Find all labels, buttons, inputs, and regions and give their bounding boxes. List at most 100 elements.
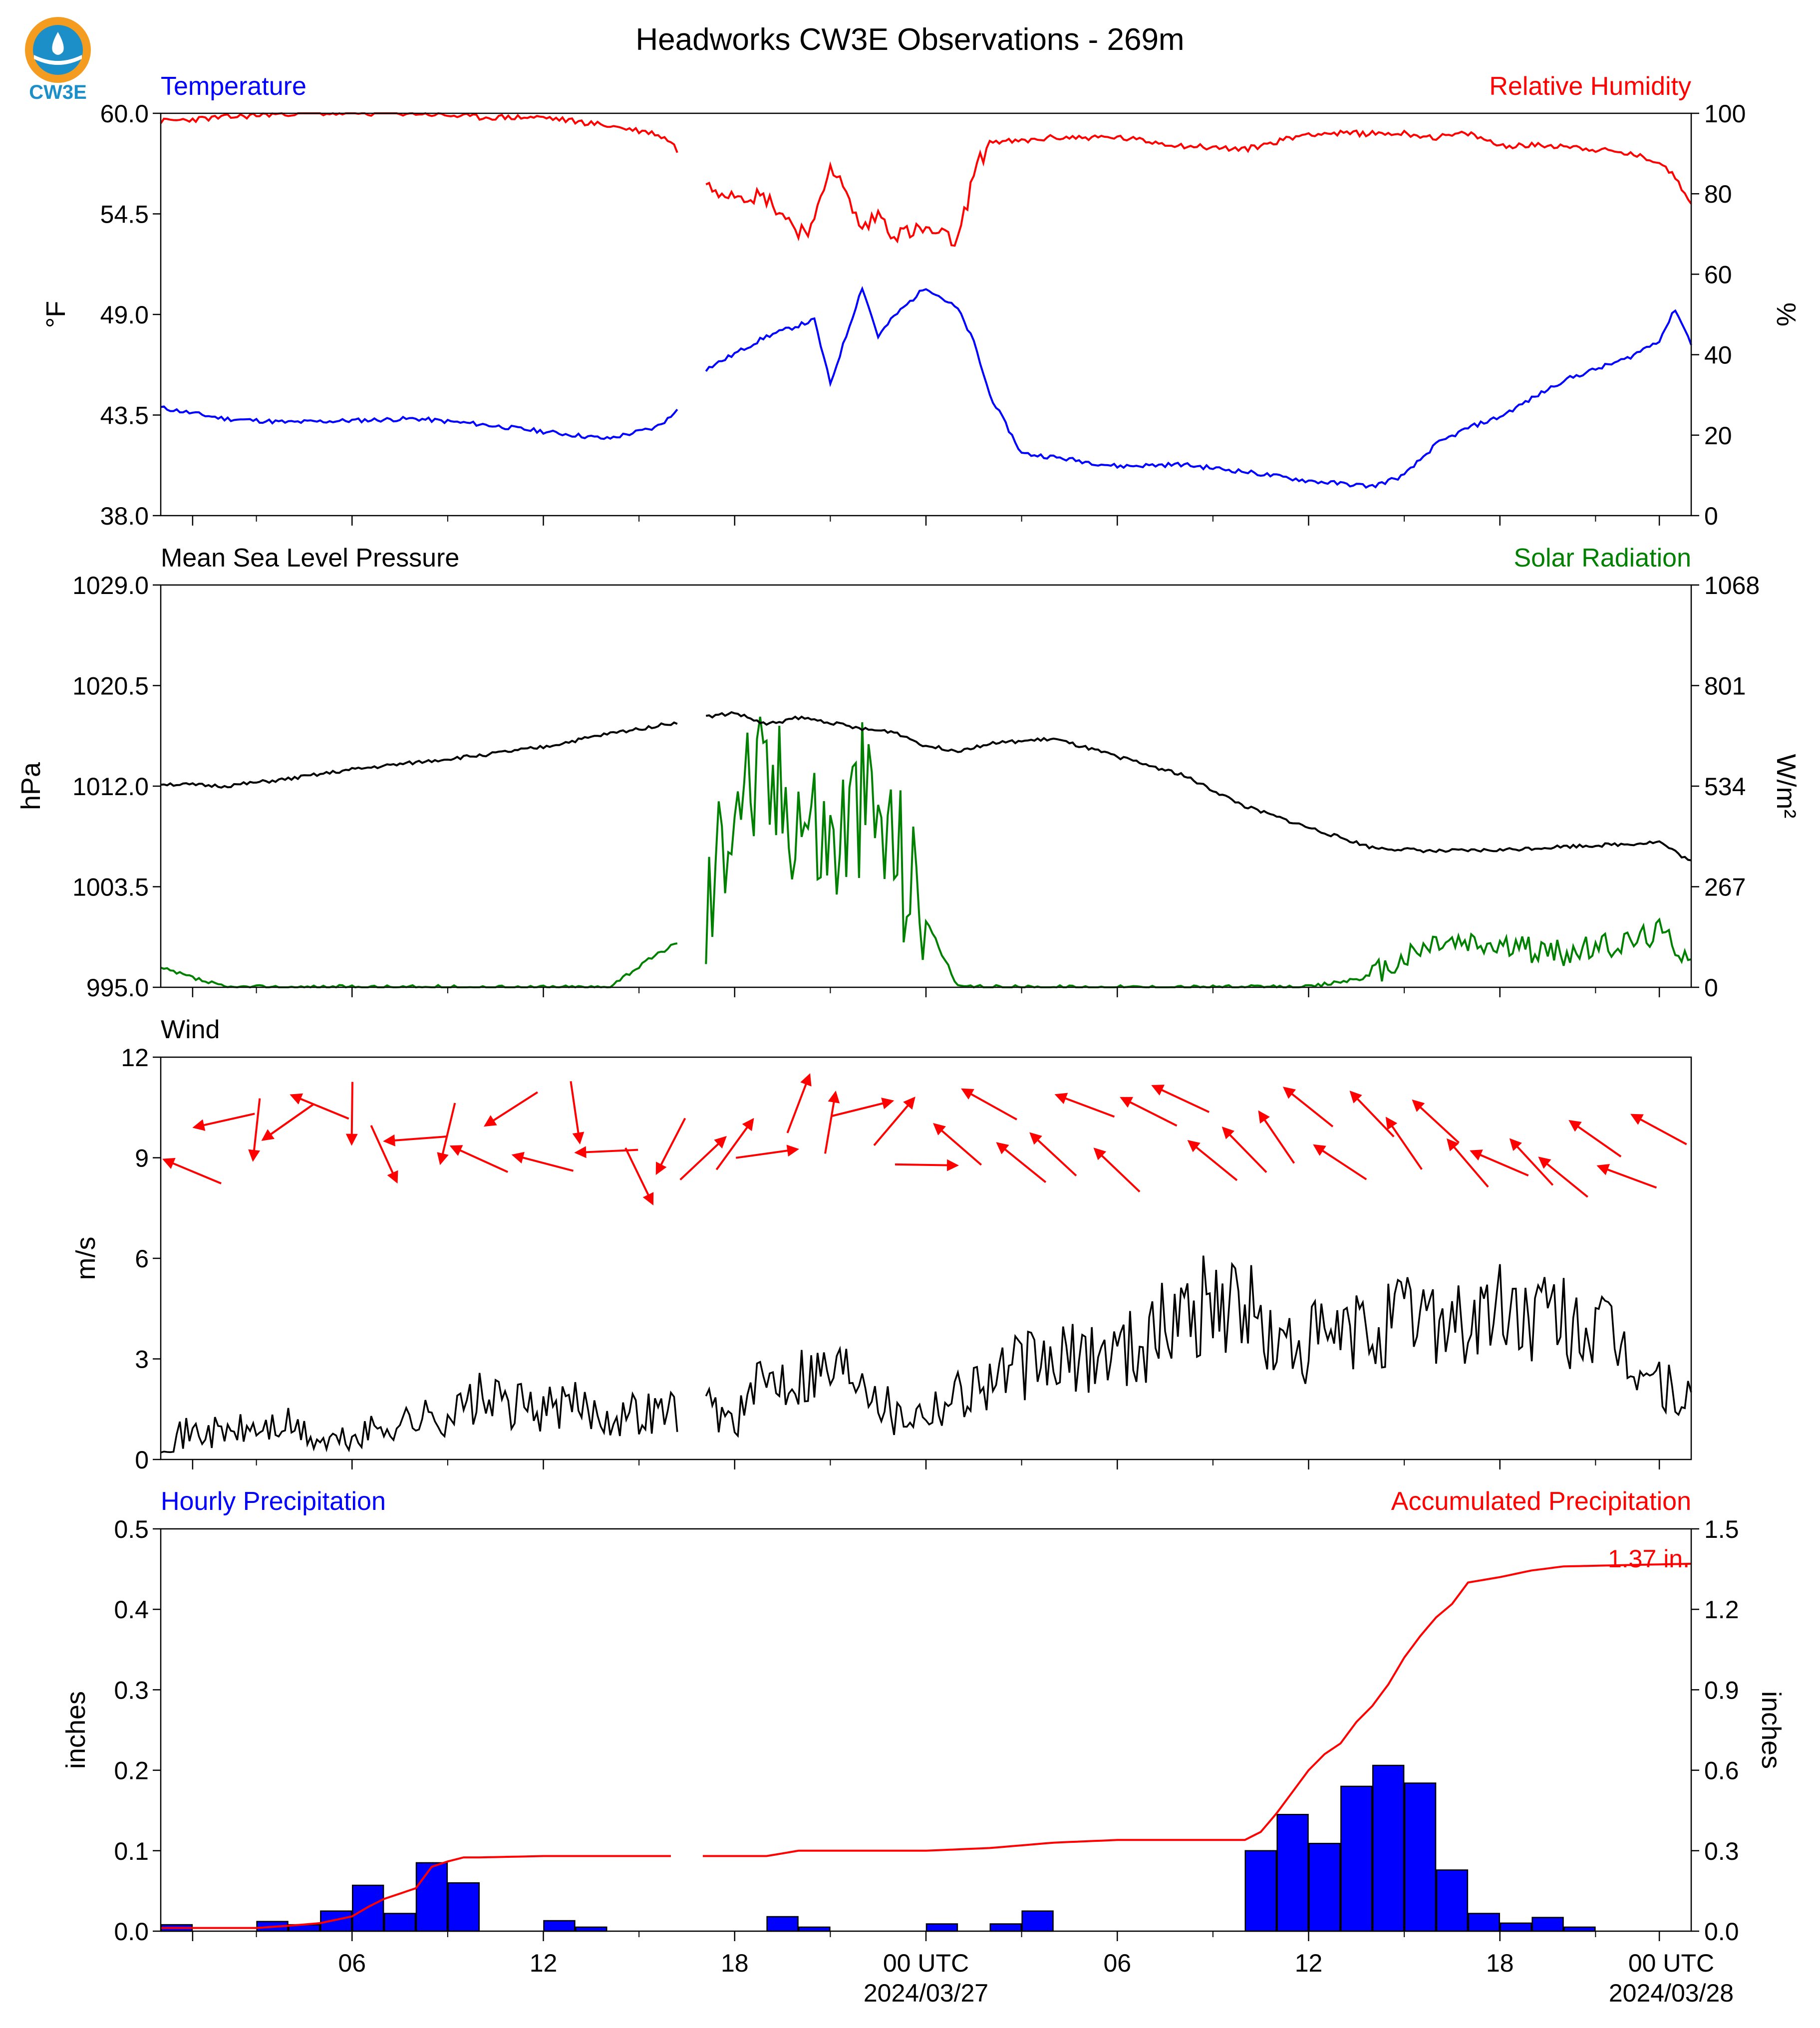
logo-text: CW3E (29, 81, 87, 103)
wind-arrow (1470, 1150, 1529, 1176)
precip-bar (543, 1920, 576, 1932)
y2-tick-label: 0.0 (1704, 1918, 1739, 1946)
wind-barbs (162, 1073, 1687, 1205)
wind-arrow (290, 1093, 349, 1120)
y-tick-label: 38.0 (100, 502, 149, 530)
precip-bar (1436, 1869, 1469, 1932)
y-tick-label: 1020.5 (72, 672, 149, 700)
y-tick-label: 0.2 (114, 1757, 149, 1785)
panel-precipitation: Hourly Precipitation Accumulated Precipi… (61, 1487, 1786, 2007)
panel4-series (161, 1562, 1692, 1929)
y-tick-label: 49.0 (100, 301, 149, 329)
panel4-ylabel: inches (61, 1691, 91, 1769)
precip-bar (1021, 1910, 1054, 1932)
panel1-series (160, 112, 1692, 489)
y2-tick-label: 60 (1704, 261, 1732, 289)
wind-arrow (996, 1142, 1047, 1183)
wind-arrow (1221, 1126, 1267, 1173)
wind-arrow (1029, 1132, 1077, 1176)
y-tick-label: 995.0 (86, 974, 149, 1002)
cw3e-logo: CW3E (25, 17, 91, 103)
wind-arrow (624, 1147, 654, 1205)
wind-arrow (570, 1081, 585, 1145)
wind-arrow (1630, 1114, 1687, 1146)
panel-pressure-solar: Mean Sea Level Pressure Solar Radiation … (16, 544, 1801, 1002)
panel2-xticks (192, 987, 1660, 997)
wind-arrow (1596, 1164, 1657, 1189)
y2-tick-label: 0.9 (1704, 1676, 1739, 1704)
wind-arrow (786, 1073, 812, 1134)
wind-speed-line (160, 1255, 1692, 1453)
wind-arrow (895, 1159, 959, 1171)
precip-bar (1531, 1917, 1564, 1932)
precip-bar (989, 1923, 1022, 1932)
precip-bar (1372, 1764, 1405, 1932)
x-tick-label: 18 (721, 1949, 749, 1977)
wind-arrow (1568, 1120, 1622, 1158)
wind-arrow (1187, 1140, 1238, 1181)
panel2-y2label: W/m² (1771, 754, 1801, 819)
precip-bar (1468, 1913, 1500, 1932)
y-tick-label: 54.5 (100, 201, 149, 229)
panel2-ylabel: hPa (16, 762, 46, 810)
y2-tick-label: 40 (1704, 341, 1732, 369)
precip-bar (447, 1882, 480, 1932)
wind-arrow (1509, 1138, 1554, 1186)
precip-bar (1500, 1922, 1532, 1932)
y2-tick-label: 80 (1704, 180, 1732, 208)
wind-arrow (484, 1091, 538, 1127)
y-tick-label: 43.5 (100, 402, 149, 430)
humidity-label: Relative Humidity (1489, 72, 1691, 101)
y-tick-label: 3 (135, 1346, 149, 1374)
wind-arrow (449, 1145, 509, 1173)
y2-tick-label: 1068 (1704, 572, 1760, 599)
wind-arrow (370, 1125, 398, 1184)
x-date-label: 2024/03/27 (864, 1979, 988, 2007)
wind-label: Wind (161, 1015, 220, 1044)
wind-arrow (1054, 1093, 1115, 1118)
chart-title: Headworks CW3E Observations - 269m (635, 22, 1184, 57)
y-tick-label: 0.4 (114, 1596, 149, 1624)
y2-tick-label: 0 (1704, 974, 1718, 1002)
pressure-label: Mean Sea Level Pressure (161, 544, 459, 573)
precip-bar (383, 1913, 416, 1932)
wind-arrow (1538, 1157, 1588, 1198)
y2-tick-label: 0 (1704, 502, 1718, 530)
precip-bar (1276, 1814, 1309, 1932)
wind-arrow (1120, 1097, 1178, 1127)
precip-bar (925, 1923, 958, 1932)
precip-bar (1244, 1850, 1277, 1932)
x-date-label: 2024/03/28 (1609, 1979, 1734, 2007)
wind-arrow (345, 1082, 358, 1146)
y2-tick-label: 100 (1704, 100, 1746, 128)
wind-arrow (1313, 1144, 1367, 1180)
wind-arrow (655, 1118, 686, 1175)
precip-bar (766, 1916, 799, 1932)
humidity-line (160, 112, 1692, 247)
pressure-line (160, 711, 1692, 862)
x-tick-label: 12 (1295, 1949, 1323, 1977)
temperature-label: Temperature (161, 72, 306, 101)
total-precip-label: 1.37 in. (1608, 1545, 1690, 1573)
wind-arrow (1412, 1099, 1460, 1144)
y-tick-label: 6 (135, 1245, 149, 1273)
wind-arrow (679, 1136, 727, 1181)
y2-tick-label: 0.6 (1704, 1757, 1739, 1785)
x-tick-label: 06 (1103, 1949, 1131, 1977)
wind-arrow (735, 1145, 799, 1159)
temperature-line (160, 286, 1692, 489)
y-tick-label: 0 (135, 1446, 149, 1474)
panel-wind: Wind m/s 12 9 6 3 0 (71, 1015, 1692, 1474)
wind-arrow (383, 1134, 447, 1147)
panel1-xticks (192, 516, 1660, 526)
panel3-xticks (192, 1459, 1660, 1469)
y-tick-label: 0.3 (114, 1676, 149, 1704)
panel2-yticks: 1029.0 1020.5 1012.0 1003.5 995.0 1068 801 534 2… (72, 572, 1760, 1002)
x-tick-label: 12 (530, 1949, 558, 1977)
precip-bar (1340, 1785, 1373, 1932)
wind-arrow (261, 1103, 314, 1141)
y2-tick-label: 534 (1704, 773, 1746, 801)
precip-bar (1404, 1782, 1437, 1932)
wind-arrow (511, 1152, 574, 1172)
hourly-precip-label: Hourly Precipitation (161, 1487, 386, 1516)
